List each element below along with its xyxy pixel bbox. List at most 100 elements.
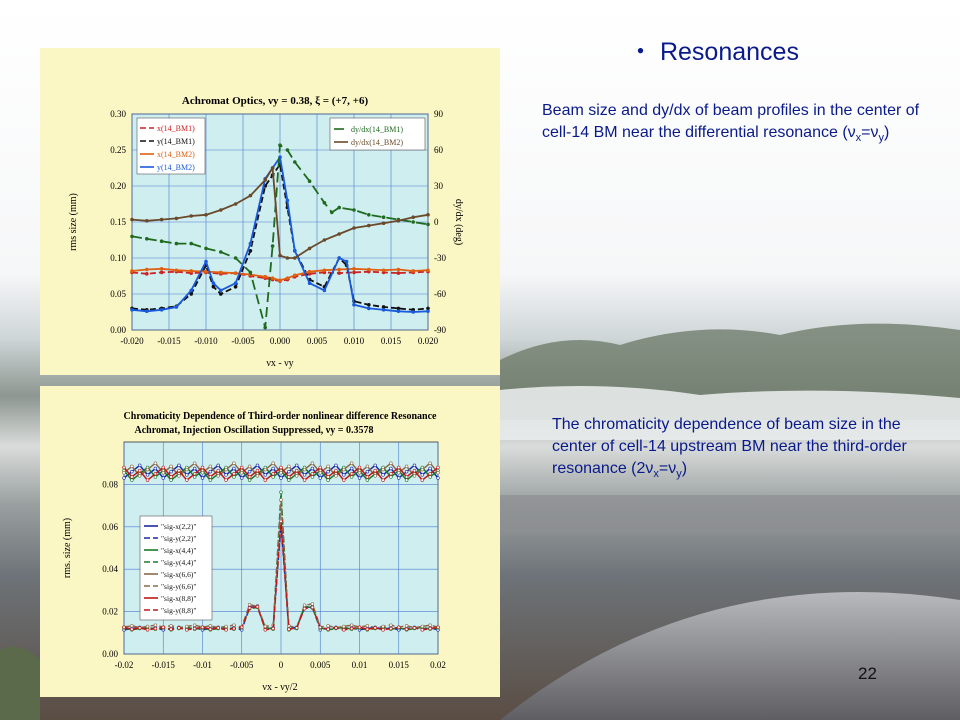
chart-1-point-4-2	[159, 239, 164, 243]
chart-2-point-7-30	[357, 625, 362, 629]
chart-2-point-0-11	[208, 469, 213, 474]
chart-2-ytick-label: 0.04	[102, 564, 118, 574]
chart-1-point-4-5	[204, 246, 208, 251]
chart-1-point-3-14	[293, 249, 297, 253]
chart-2-point-5-26	[326, 624, 330, 628]
chart-1-point-2-19	[381, 268, 386, 273]
chart-1-point-5-12	[285, 256, 290, 260]
chart-2-point-6-29	[349, 472, 354, 476]
chart-1-ytick-label: 0.25	[110, 145, 126, 155]
chart-1-point-2-11	[278, 278, 282, 283]
chart-2-point-2-24	[310, 475, 315, 479]
chart-2-point-7-18	[263, 628, 268, 632]
chart-1-point-1-24	[426, 306, 430, 311]
chart-1-point-5-2	[159, 217, 164, 222]
chart-1-point-3-23	[411, 310, 416, 314]
chart-2-point-6-2	[137, 468, 142, 473]
chart-2-point-0-19	[271, 466, 275, 471]
chart-2-point-4-27	[334, 474, 338, 478]
chart-2-point-0-17	[255, 463, 260, 468]
chart-1-point-3-17	[337, 256, 342, 260]
chart-2-point-0-2	[137, 463, 142, 468]
chart-2-point-0-10	[200, 476, 205, 480]
chart-1-point-4-14	[307, 179, 312, 183]
chart-1-point-3-8	[233, 281, 238, 285]
chart-1-point-3-3	[174, 305, 179, 309]
chart-2-xtick-label: -0.02	[115, 660, 134, 670]
chart-2-point-0-16	[247, 469, 252, 474]
chart-2-point-4-20	[279, 471, 283, 475]
chart-2-point-7-12	[216, 626, 220, 630]
chart-2-point-4-2	[137, 474, 142, 478]
chart-2-point-6-36	[404, 475, 409, 479]
chart-2-subtitle: Achromat, Injection Oscillation Suppress…	[135, 425, 374, 436]
chart-1-xtick-label: 0.005	[307, 336, 328, 346]
chart-2-point-4-25	[318, 471, 322, 475]
chart-2-point-5-24	[310, 602, 315, 606]
chart-2-point-2-34	[389, 475, 393, 479]
chart-2-point-0-4	[153, 466, 158, 471]
chart-2-point-0-26	[326, 469, 330, 474]
chart-1-point-1-6	[211, 285, 216, 289]
chart-2-point-0-37	[412, 463, 417, 468]
chart-1-title: Achromat Optics, νy = 0.38, ξ = (+7, +6)	[182, 95, 369, 107]
chart-2-point-7-7	[177, 626, 181, 630]
chart-2-point-0-32	[373, 463, 377, 468]
chart-1-point-2-12	[285, 276, 290, 280]
chart-1-point-5-17	[352, 226, 356, 230]
chart-2-point-7-16	[247, 606, 252, 610]
note-differential-resonance: Beam size and dy/dx of beam profiles in …	[542, 102, 920, 145]
chart-2-legend-label-7: "sig-y(8,8)"	[161, 606, 197, 615]
chart-2-point-7-26	[326, 627, 330, 631]
chart-2-point-6-28	[342, 478, 346, 482]
chart-1-ytick-label: 0.30	[110, 109, 126, 119]
chart-2-point-4-8	[185, 467, 189, 472]
chart-2-point-7-27	[334, 626, 338, 630]
chart-2-xtick-label: 0.02	[430, 660, 446, 670]
chart-1-point-5-5	[204, 213, 208, 217]
chart-1-point-2-4	[189, 269, 193, 273]
chart-1-legend-right-box	[329, 117, 426, 151]
chart-2-point-5-34	[389, 623, 393, 627]
chart-2-point-6-14	[232, 472, 236, 476]
chart-2-point-4-10	[200, 471, 205, 475]
chart-1-point-5-18	[367, 223, 371, 228]
chart-2-point-0-30	[357, 476, 362, 480]
chart-2-point-0-5	[161, 476, 165, 480]
chart-2-point-7-11	[208, 627, 213, 631]
chart-1-point-2-14	[307, 269, 312, 274]
chart-2-point-0-34	[389, 466, 393, 471]
chart-1-point-5-1	[145, 219, 149, 223]
chart-1-point-5-0	[130, 217, 134, 222]
chart-2-point-4-14	[232, 461, 236, 465]
chart-1-ytick-label: 0.10	[110, 253, 126, 263]
chart-2-point-7-35	[397, 625, 401, 629]
chart-2-point-5-18	[263, 624, 268, 629]
chart-1-point-5-16	[337, 232, 342, 236]
chart-2-point-6-6	[169, 475, 173, 479]
chart-2-point-6-1	[130, 475, 134, 479]
chart-2-point-0-22	[295, 463, 299, 468]
chart-2-point-6-33	[381, 478, 385, 482]
chart-2-legend-label-0: "sig-x(2,2)"	[161, 522, 197, 531]
chart-1-legend-label-1: y(14_BM1)	[157, 137, 195, 146]
chart-2-point-6-17	[255, 468, 260, 473]
chart-2-point-6-11	[208, 475, 213, 479]
page-number: 22	[858, 664, 877, 683]
chart-2-point-6-7	[177, 468, 181, 473]
chart-2-point-6-23	[302, 478, 307, 482]
chart-2-point-0-20	[279, 476, 283, 480]
chart-2-point-0-12	[216, 463, 220, 468]
chart-2-point-4-38	[420, 467, 424, 472]
chart-1-point-2-21	[411, 269, 416, 273]
chart-2-point-7-24	[310, 605, 315, 610]
chart-2-xtick-label: -0.005	[230, 660, 254, 670]
chart-1-legend-label-4: dy/dx(14_BM1)	[351, 125, 403, 134]
chart-2-point-0-36	[404, 469, 409, 474]
chart-2-point-7-28	[342, 628, 346, 632]
chart-1-point-5-19	[381, 221, 386, 225]
chart-2-point-7-37	[412, 626, 417, 630]
chart-2-point-4-1	[130, 464, 134, 469]
chart-1-point-4-6	[219, 250, 223, 254]
chart-2-point-5-13	[224, 624, 228, 629]
